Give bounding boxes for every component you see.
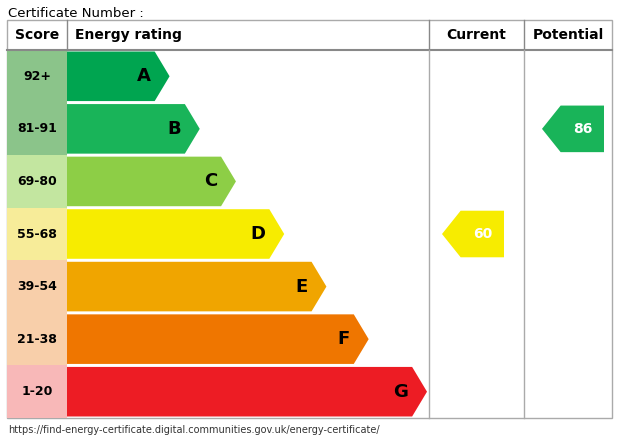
Polygon shape [67, 104, 200, 154]
Text: 69-80: 69-80 [17, 175, 57, 188]
Text: G: G [393, 383, 408, 401]
Text: F: F [337, 330, 350, 348]
Text: D: D [250, 225, 265, 243]
Polygon shape [67, 157, 236, 206]
Text: Energy rating: Energy rating [75, 28, 182, 42]
Text: 60: 60 [472, 227, 492, 241]
Text: Potential: Potential [533, 28, 604, 42]
Text: 21-38: 21-38 [17, 333, 57, 346]
Text: E: E [295, 278, 308, 296]
Polygon shape [67, 314, 369, 364]
Bar [7, 313, 67, 366]
Text: Score: Score [15, 28, 59, 42]
Text: Certificate Number :: Certificate Number : [8, 7, 144, 20]
Text: 92+: 92+ [23, 70, 51, 83]
Polygon shape [542, 106, 604, 152]
Polygon shape [67, 367, 427, 417]
Text: 1-20: 1-20 [21, 385, 53, 398]
Polygon shape [442, 211, 504, 257]
Text: C: C [204, 172, 217, 191]
Bar [7, 366, 67, 418]
Bar [7, 50, 67, 103]
Bar [7, 208, 67, 260]
Polygon shape [67, 209, 284, 259]
Text: 55-68: 55-68 [17, 227, 57, 241]
Polygon shape [67, 262, 327, 312]
Bar [7, 260, 67, 313]
Bar [7, 103, 67, 155]
Text: 86: 86 [573, 122, 592, 136]
Text: A: A [137, 67, 151, 85]
Polygon shape [67, 51, 169, 101]
Text: 81-91: 81-91 [17, 122, 57, 136]
Text: Current: Current [446, 28, 507, 42]
Text: B: B [167, 120, 181, 138]
Text: https://find-energy-certificate.digital.communities.gov.uk/energy-certificate/: https://find-energy-certificate.digital.… [8, 425, 379, 435]
Text: 39-54: 39-54 [17, 280, 57, 293]
Bar [7, 155, 67, 208]
